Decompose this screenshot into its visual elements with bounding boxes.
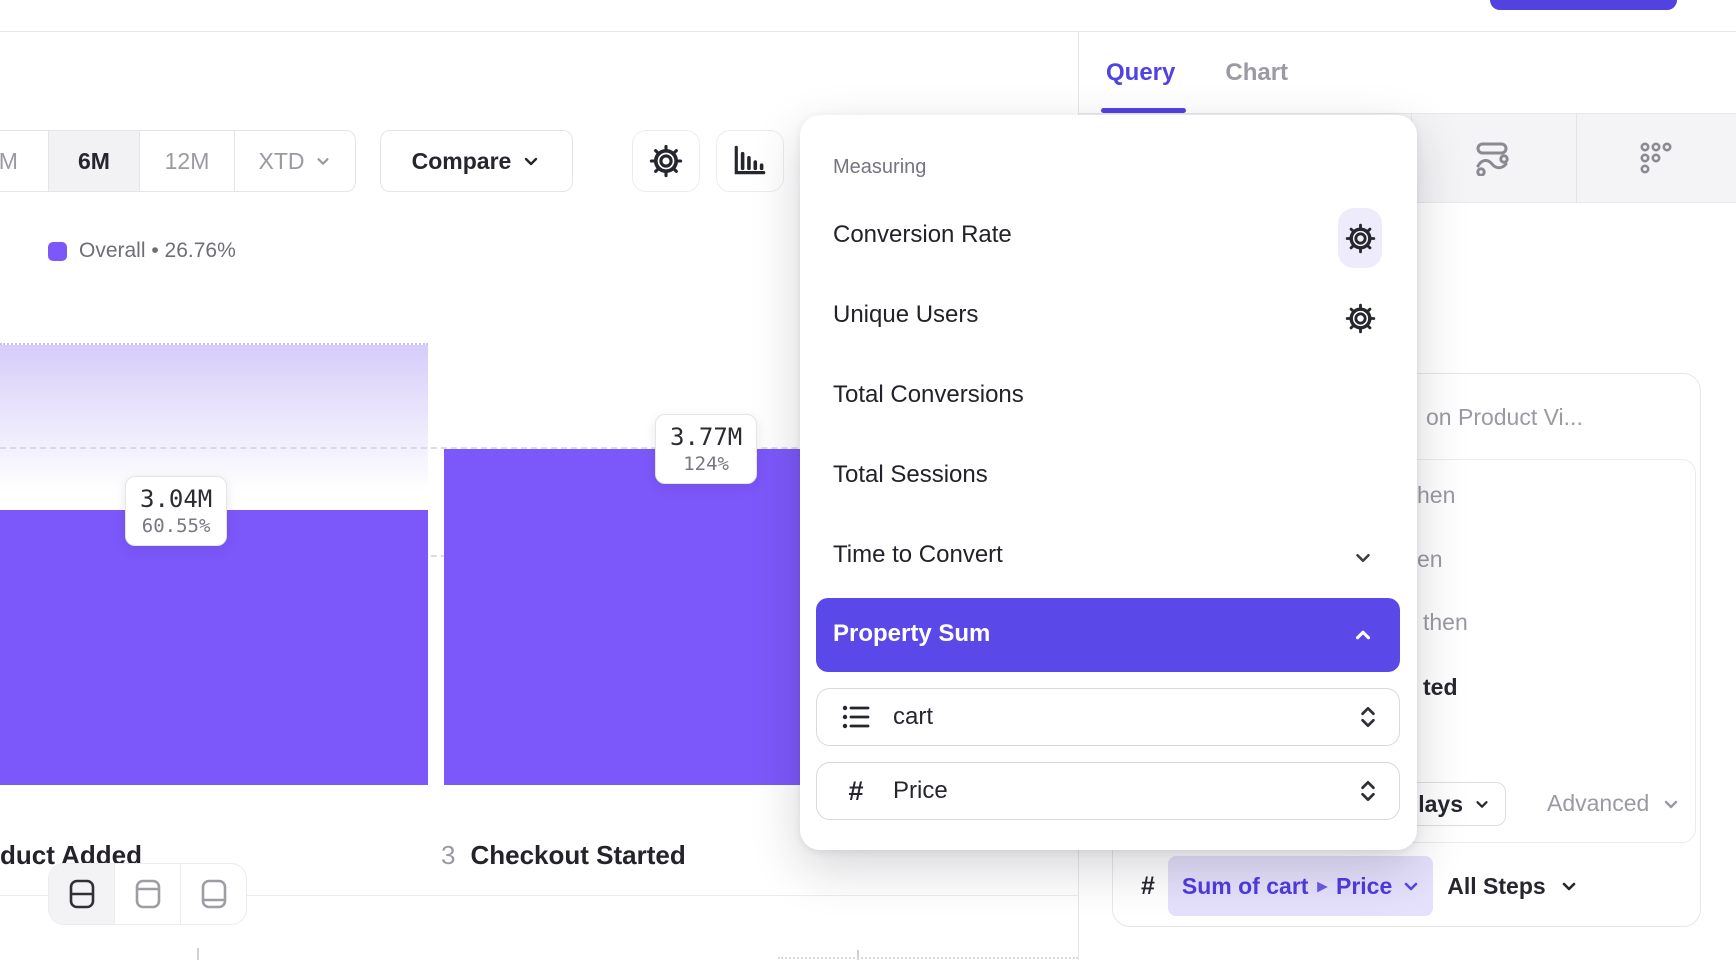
step-row-text: then	[1423, 609, 1468, 635]
gear-icon	[649, 144, 683, 178]
days-label: lays	[1418, 790, 1463, 817]
time-range-6m[interactable]: 6M	[49, 131, 140, 191]
funnel-bar-product-added[interactable]	[0, 510, 428, 785]
panel-tabs: Query Chart	[1106, 32, 1288, 113]
time-range-segmented-control: 3M 6M 12M XTD	[0, 130, 356, 192]
tab-chart[interactable]: Chart	[1225, 58, 1289, 86]
layout-top-icon	[133, 878, 163, 910]
layout-toggle-middle[interactable]	[49, 864, 115, 924]
measuring-dropdown-menu: Measuring Conversion Rate Unique Users T…	[800, 115, 1417, 850]
tab-query[interactable]: Query	[1106, 58, 1176, 86]
chip-right-text: Price	[1335, 872, 1393, 899]
apps-grid-button[interactable]	[1639, 141, 1673, 175]
chevron-up-icon	[1352, 624, 1374, 646]
step-labels-row: duct Added 3 Checkout Started	[0, 840, 1078, 880]
compare-button[interactable]: Compare	[380, 130, 573, 192]
menu-item-time-to-convert[interactable]: Time to Convert	[833, 541, 1003, 568]
chart-type-button[interactable]	[716, 130, 784, 192]
property-sum-chip[interactable]: Sum of cart ▸ Price	[1167, 856, 1434, 916]
dropdown-title: Measuring	[833, 156, 927, 178]
step-row-text: hen	[1417, 482, 1456, 508]
chart-footer-divider	[0, 895, 1078, 896]
bottom-tick	[857, 950, 859, 960]
chip-value: 3.77M	[670, 423, 743, 451]
chevron-down-icon	[1559, 876, 1579, 896]
layout-position-toggle-group	[48, 863, 247, 925]
primary-action-button[interactable]	[1490, 0, 1677, 10]
all-steps-dropdown[interactable]: All Steps	[1447, 873, 1578, 900]
list-property-icon	[841, 704, 871, 730]
bottom-dotted-line	[778, 957, 1078, 959]
step-row-event-name: ted	[1423, 674, 1458, 700]
select-updown-icon	[1357, 704, 1379, 730]
legend: Overall • 26.76%	[48, 239, 236, 263]
property-select-cart[interactable]: cart	[816, 688, 1400, 746]
value-chip: 3.04M 60.55%	[125, 476, 228, 546]
step-number: 3	[441, 840, 456, 870]
chart-settings-button[interactable]	[632, 130, 700, 192]
number-property-icon: #	[848, 775, 864, 806]
all-steps-label: All Steps	[1447, 872, 1546, 899]
step-row-text: en	[1417, 546, 1443, 572]
menu-item-property-sum-selected[interactable]: Property Sum	[816, 598, 1400, 672]
menu-item-conversion-rate[interactable]: Conversion Rate	[833, 221, 1012, 248]
measurement-summary-row: # Sum of cart ▸ Price All Steps	[1113, 855, 1702, 917]
menu-item-unique-users[interactable]: Unique Users	[833, 301, 979, 328]
chip-left-text: Sum of cart	[1181, 872, 1309, 899]
value-chip: 3.77M 124%	[655, 414, 758, 484]
menu-item-total-sessions[interactable]: Total Sessions	[833, 461, 988, 488]
bar-chart-icon	[731, 144, 769, 178]
gear-icon[interactable]	[1345, 223, 1376, 254]
advanced-dropdown[interactable]: Advanced	[1547, 790, 1681, 817]
query-card-header: on Product Vi...	[1426, 404, 1583, 430]
step-label-checkout-started: 3 Checkout Started	[441, 840, 686, 871]
legend-swatch	[48, 241, 67, 261]
time-range-xtd[interactable]: XTD	[235, 131, 355, 191]
chevron-down-icon[interactable]	[1352, 547, 1374, 569]
chip-conversion: 124%	[683, 453, 729, 475]
property-select-price[interactable]: # Price	[816, 762, 1400, 820]
step-guide-line	[0, 447, 1078, 449]
number-type-icon: #	[1141, 871, 1155, 900]
dots-grid-icon	[1639, 141, 1673, 175]
flows-squiggle-icon	[1473, 140, 1513, 176]
chevron-down-icon	[314, 152, 332, 170]
time-range-12m[interactable]: 12M	[140, 131, 235, 191]
chip-conversion: 60.55%	[141, 515, 211, 537]
time-range-6m-label: 6M	[78, 147, 110, 174]
toolbar-divider	[1576, 113, 1577, 203]
chevron-down-icon	[1473, 795, 1491, 813]
time-range-3m[interactable]: 3M	[0, 131, 49, 191]
active-tab-underline	[1101, 108, 1186, 113]
property-sum-label: Property Sum	[833, 620, 991, 647]
layout-toggle-top[interactable]	[115, 864, 181, 924]
price-field-value: Price	[893, 777, 948, 804]
breadcrumb-arrow-icon: ▸	[1317, 875, 1327, 897]
chevron-down-icon	[521, 151, 541, 171]
gear-icon[interactable]	[1345, 303, 1376, 334]
layout-middle-icon	[67, 878, 97, 910]
compare-label: Compare	[411, 147, 512, 174]
time-range-3m-label: 3M	[0, 147, 18, 174]
time-range-12m-label: 12M	[164, 147, 210, 174]
advanced-label: Advanced	[1547, 790, 1650, 816]
layout-bottom-icon	[199, 878, 229, 910]
cart-field-value: cart	[893, 703, 934, 730]
layout-toggle-bottom[interactable]	[181, 864, 246, 924]
flows-button[interactable]	[1473, 140, 1513, 176]
time-range-xtd-label: XTD	[258, 147, 305, 174]
top-header-bar	[0, 0, 1736, 32]
bottom-tick	[197, 948, 199, 960]
chevron-down-icon	[1401, 876, 1421, 896]
legend-label: Overall • 26.76%	[79, 239, 236, 262]
step-name: Checkout Started	[470, 840, 686, 870]
chip-value: 3.04M	[140, 485, 213, 513]
chevron-down-icon	[1661, 794, 1681, 814]
select-updown-icon	[1357, 778, 1379, 804]
menu-item-total-conversions[interactable]: Total Conversions	[833, 381, 1024, 408]
